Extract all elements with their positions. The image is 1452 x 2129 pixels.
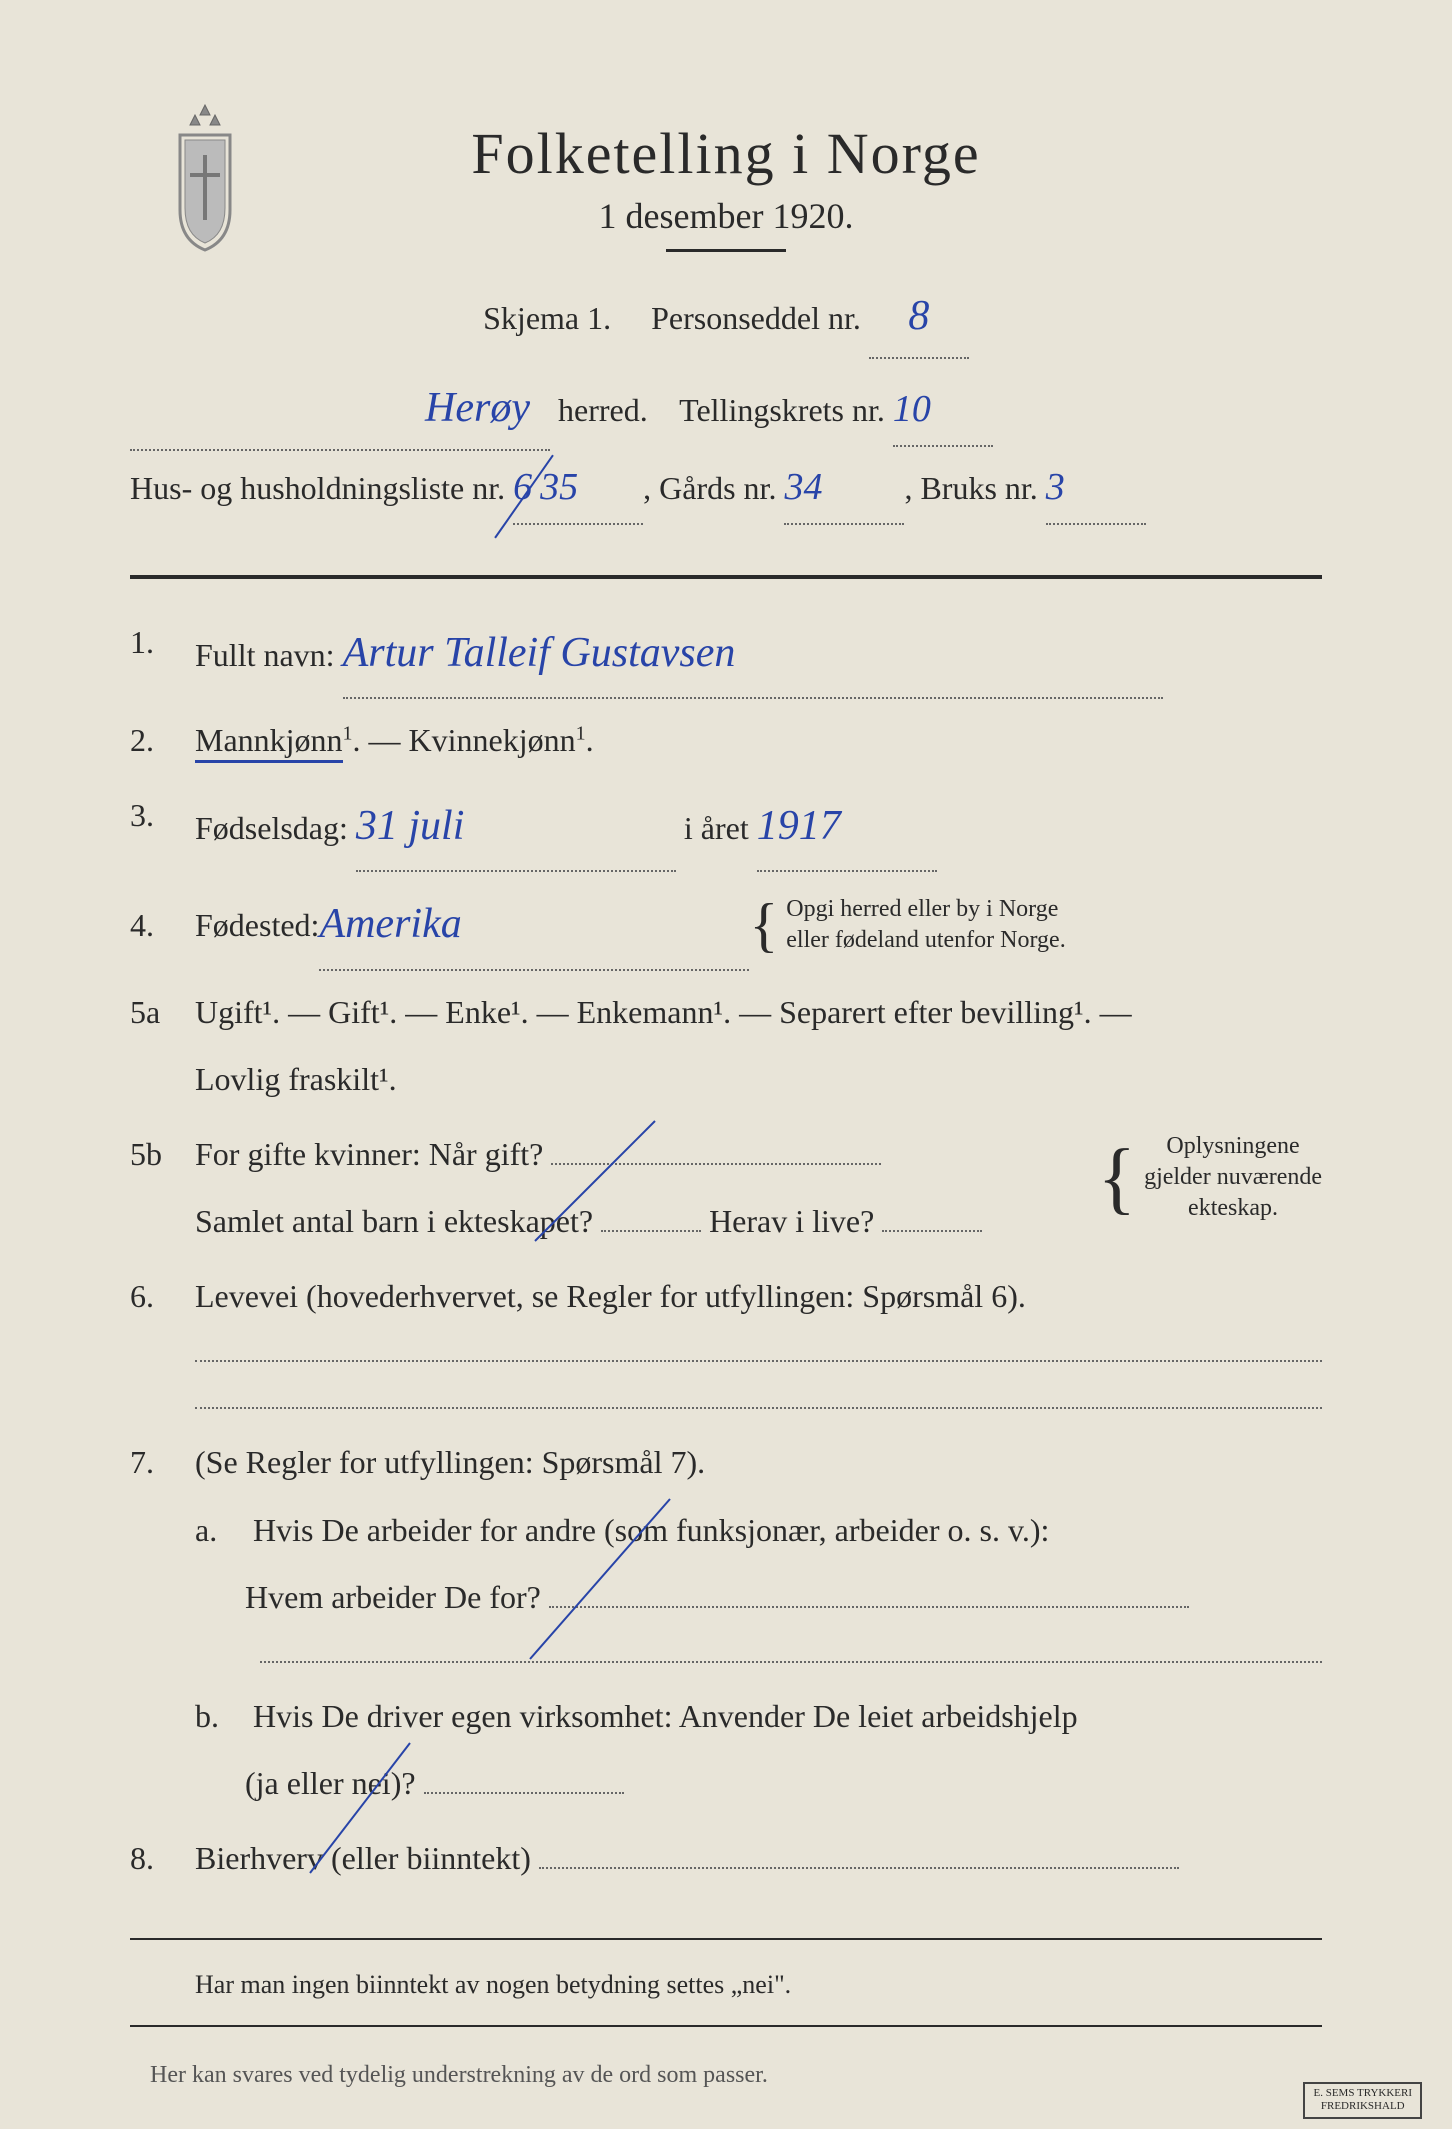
bruks-label: Bruks nr. <box>920 470 1037 506</box>
herred-line: Herøy herred. Tellingskrets nr. 10 <box>130 369 1322 451</box>
q2-kvinne: Kvinnekjønn <box>409 722 576 758</box>
printer-stamp: E. SEMS TRYKKERI FREDRIKSHALD <box>1303 2082 1422 2118</box>
q5b-line2b: Herav i live? <box>709 1203 874 1239</box>
thick-divider <box>130 575 1322 579</box>
q4-note: Opgi herred eller by i Norge eller fødel… <box>786 894 1065 956</box>
footer-cut: Her kan svares ved tydelig understreknin… <box>150 2062 1322 2089</box>
gards-label: Gårds nr. <box>659 470 776 506</box>
brace-icon-2: { <box>1098 1146 1136 1210</box>
q4-note1: Opgi herred eller by i Norge <box>786 896 1058 922</box>
personseddel-value: 8 <box>908 277 929 357</box>
bruks-value: 3 <box>1046 466 1065 508</box>
q5b-note3: ekteskap. <box>1188 1195 1278 1221</box>
q1-label: Fullt navn: <box>195 637 335 673</box>
q4-value: Amerika <box>319 880 461 968</box>
q3-label: Fødselsdag: <box>195 810 348 846</box>
q5b: 5b For gifte kvinner: Når gift? Samlet a… <box>130 1121 1322 1255</box>
q2-dash: — <box>369 722 409 758</box>
q7a-text2: Hvem arbeider De for? <box>245 1579 541 1615</box>
stamp-line2: FREDRIKSHALD <box>1321 2100 1405 2112</box>
tellingskrets-label: Tellingskrets nr. <box>679 392 885 428</box>
q7b: b. Hvis De driver egen virksomhet: Anven… <box>130 1683 1322 1817</box>
q5b-note2: gjelder nuværende <box>1144 1164 1322 1190</box>
q3-num: 3. <box>130 782 195 872</box>
q3-day: 31 juli <box>356 782 465 870</box>
thin-divider-2 <box>130 2025 1322 2027</box>
hus-line: Hus- og husholdningsliste nr. 6 35 , Går… <box>130 451 1322 525</box>
q5a-num: 5a <box>130 979 195 1113</box>
thin-divider <box>130 1938 1322 1940</box>
q7: 7. (Se Regler for utfyllingen: Spørsmål … <box>130 1429 1322 1631</box>
q5b-line1: For gifte kvinner: Når gift? <box>195 1136 543 1172</box>
herred-label: herred. <box>558 392 648 428</box>
tellingskrets-value: 10 <box>893 388 931 430</box>
gards-value: 34 <box>784 466 822 508</box>
stamp-line1: E. SEMS TRYKKERI <box>1313 2087 1412 2099</box>
q6-text: Levevei (hovederhvervet, se Regler for u… <box>195 1278 1026 1314</box>
q1: 1. Fullt navn: Artur Talleif Gustavsen <box>130 609 1322 699</box>
q2-num: 2. <box>130 707 195 774</box>
page-subtitle: 1 desember 1920. <box>130 195 1322 237</box>
hus-label: Hus- og husholdningsliste nr. <box>130 470 505 506</box>
dotted-line-2 <box>195 1407 1322 1409</box>
q4-num: 4. <box>130 892 195 959</box>
q2-sup1: 1 <box>343 722 353 744</box>
q1-value: Artur Talleif Gustavsen <box>343 609 736 697</box>
q5a-opts2: Lovlig fraskilt¹. <box>195 1061 397 1097</box>
q4-label: Fødested: <box>195 892 319 959</box>
crest-icon <box>150 100 260 260</box>
q1-num: 1. <box>130 609 195 699</box>
q4: 4. Fødested: Amerika { Opgi herred eller… <box>130 880 1322 970</box>
q7-num: 7. <box>130 1429 195 1631</box>
q2: 2. Mannkjønn1. — Kvinnekjønn1. <box>130 707 1322 774</box>
q4-note2: eller fødeland utenfor Norge. <box>786 927 1065 953</box>
q7b-text1: Hvis De driver egen virksomhet: Anvender… <box>253 1698 1078 1734</box>
divider <box>666 249 786 252</box>
personseddel-label: Personseddel nr. <box>651 300 861 336</box>
page-title: Folketelling i Norge <box>130 120 1322 187</box>
strike-line-icon-2 <box>510 1489 710 1669</box>
hus-nr-struck: 6 <box>513 451 532 523</box>
q7b-letter: b. <box>195 1683 245 1750</box>
q5b-note: Oplysningene gjelder nuværende ekteskap. <box>1144 1131 1322 1225</box>
strike-line-icon-3 <box>290 1733 440 1883</box>
hus-nr: 35 <box>540 466 578 508</box>
q8-num: 8. <box>130 1825 195 1892</box>
q5b-note1: Oplysningene <box>1166 1133 1299 1159</box>
q5b-num: 5b <box>130 1121 195 1255</box>
q7a-letter: a. <box>195 1497 245 1564</box>
q7-intro: (Se Regler for utfyllingen: Spørsmål 7). <box>195 1444 705 1480</box>
herred-value: Herøy <box>425 369 530 449</box>
skjema-line: Skjema 1. Personseddel nr. 8 <box>130 277 1322 359</box>
q7b-spacer <box>130 1683 195 1817</box>
q3: 3. Fødselsdag: 31 juli i året 1917 <box>130 782 1322 872</box>
skjema-label: Skjema 1. <box>483 300 611 336</box>
q5a-opts: Ugift¹. — Gift¹. — Enke¹. — Enkemann¹. —… <box>195 994 1132 1030</box>
q2-mann: Mannkjønn <box>195 722 343 763</box>
q5a: 5a Ugift¹. — Gift¹. — Enke¹. — Enkemann¹… <box>130 979 1322 1113</box>
header: Folketelling i Norge 1 desember 1920. Sk… <box>130 120 1322 525</box>
q3-year-label: i året <box>684 810 749 846</box>
footer-note: Har man ingen biinntekt av nogen betydni… <box>195 1970 1322 2000</box>
strike-line-icon <box>505 1111 705 1251</box>
q2-sup2: 1 <box>576 722 586 744</box>
q6: 6. Levevei (hovederhvervet, se Regler fo… <box>130 1263 1322 1330</box>
brace-icon: { <box>749 901 778 949</box>
q6-num: 6. <box>130 1263 195 1330</box>
dotted-line-3 <box>260 1661 1322 1663</box>
q3-year: 1917 <box>757 782 841 870</box>
dotted-line <box>195 1360 1322 1362</box>
